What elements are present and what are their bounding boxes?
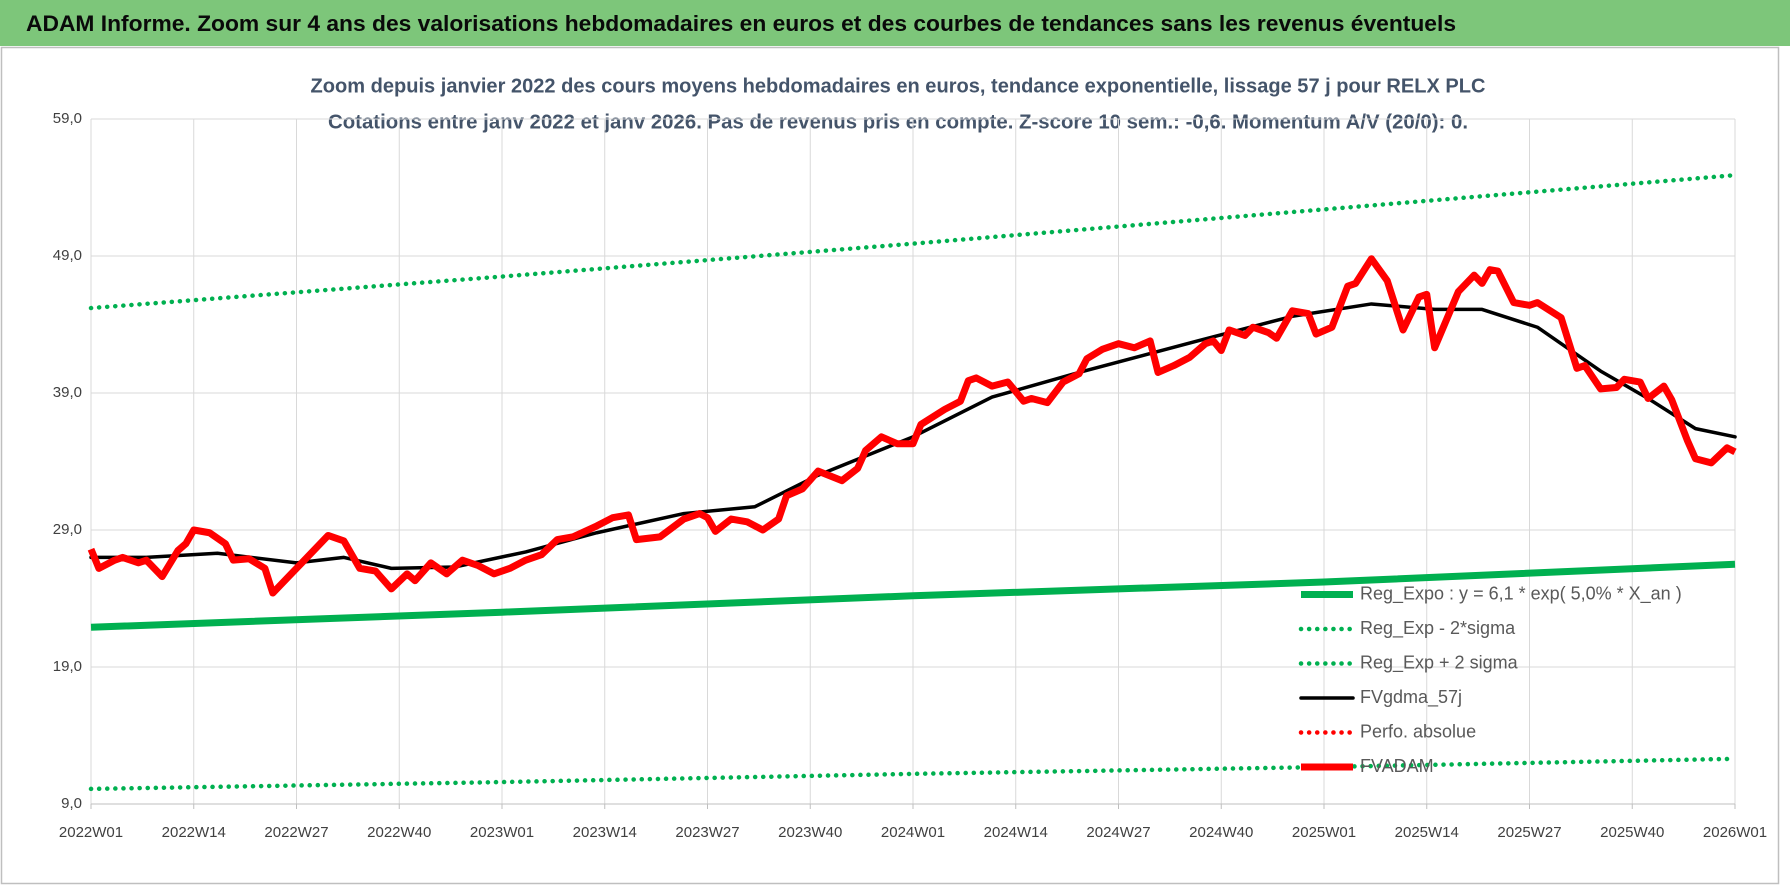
x-tick-label: 2025W14 (1395, 824, 1459, 841)
series-line (90, 560, 1736, 631)
y-tick-label: 59,0 (53, 110, 82, 127)
legend: Reg_Expo : y = 6,1 * exp( 5,0% * X_an ) R… (1298, 583, 1682, 776)
header-title: ADAM Informe. Zoom sur 4 ans des valoris… (26, 11, 1456, 36)
x-tick-label: 2025W27 (1497, 824, 1561, 841)
x-tick-label: 2022W27 (264, 824, 328, 841)
series-line (87, 255, 1737, 597)
legend-label: Perfo. absolue (1360, 721, 1476, 741)
x-tick-label: 2024W01 (881, 824, 945, 841)
x-tick-label: 2025W01 (1292, 824, 1356, 841)
series-line (88, 172, 1738, 311)
x-tick-label: 2025W40 (1600, 824, 1664, 841)
legend-label: Reg_Exp + 2 sigma (1360, 652, 1519, 673)
x-tick-label: 2022W40 (367, 824, 431, 841)
chart-title: Zoom depuis janvier 2022 des cours moyen… (311, 75, 1486, 97)
y-tick-label: 29,0 (53, 521, 82, 538)
header-bar (0, 0, 1790, 46)
series-line (88, 756, 1738, 792)
x-tick-label: 2022W14 (162, 824, 226, 841)
chart-frame (0, 46, 1780, 885)
chart-subtitle: Cotations entre janv 2022 et janv 2026. … (328, 111, 1468, 133)
y-tick-label: 19,0 (53, 658, 82, 675)
x-tick-label: 2023W14 (573, 824, 637, 841)
y-tick-label: 39,0 (53, 384, 82, 401)
grid: 9,0 19,0 29,0 39,0 49,0 59,0 2022W01 2022W14 202… (53, 110, 1767, 841)
x-tick-label: 2026W01 (1703, 824, 1767, 841)
legend-label: Reg_Expo : y = 6,1 * exp( 5,0% * X_an ) (1360, 583, 1682, 604)
series (87, 172, 1738, 792)
x-tick-label: 2024W27 (1086, 824, 1150, 841)
x-tick-label: 2023W40 (778, 824, 842, 841)
x-tick-label: 2022W01 (59, 824, 123, 841)
x-tick-label: 2024W14 (984, 824, 1048, 841)
x-tick-label: 2024W40 (1189, 824, 1253, 841)
legend-label: FVgdma_57j (1360, 687, 1462, 708)
x-tick-label: 2023W27 (675, 824, 739, 841)
x-tick-label: 2023W01 (470, 824, 534, 841)
y-tick-label: 9,0 (61, 795, 82, 812)
legend-label: Reg_Exp - 2*sigma (1360, 618, 1516, 639)
y-tick-label: 49,0 (53, 247, 82, 264)
legend-label: FVADAM (1360, 756, 1434, 776)
